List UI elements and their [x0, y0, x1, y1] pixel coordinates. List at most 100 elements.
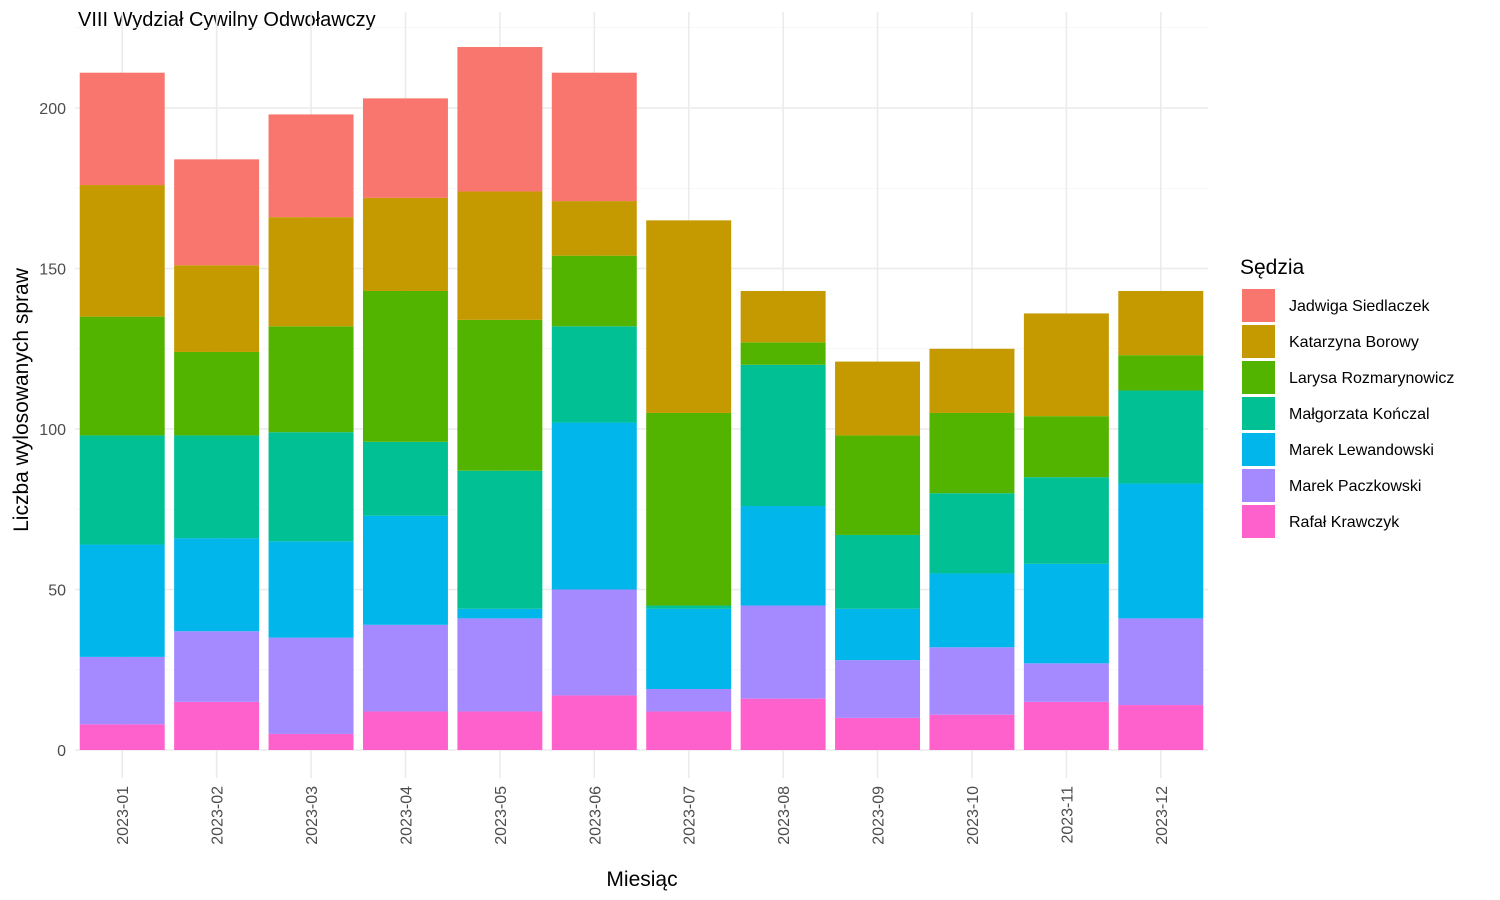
bar-segment	[551, 326, 637, 423]
bar-segment	[551, 589, 637, 696]
legend-swatch	[1242, 433, 1275, 466]
bar-segment	[362, 711, 448, 750]
bar-segment	[79, 656, 165, 725]
bar-segment	[1023, 313, 1109, 417]
bar-segment	[362, 197, 448, 291]
bar-segment	[362, 441, 448, 516]
bar-segment	[362, 290, 448, 442]
bar-segment	[740, 364, 826, 507]
bar-segment	[457, 47, 543, 192]
bar-segment	[1118, 705, 1204, 750]
bar-segment	[646, 605, 732, 609]
bar-segment	[457, 191, 543, 320]
x-tick-label: 2023-03	[304, 786, 321, 845]
bar-segment	[79, 316, 165, 436]
legend-label: Marek Paczkowski	[1289, 478, 1421, 495]
bar-segment	[174, 538, 260, 632]
bar-segment	[929, 493, 1015, 574]
bar-segment	[79, 72, 165, 186]
bar-segment	[1023, 477, 1109, 564]
legend-swatch	[1242, 469, 1275, 502]
bar-segment	[646, 412, 732, 606]
bar-segment	[174, 631, 260, 702]
legend: Jadwiga Siedlaczek Katarzyna Borowy Larysa…	[1242, 289, 1454, 538]
x-axis-ticks: 2023-01 2023-02 2023-03 2023-04 2023-05 2023-…	[115, 786, 1171, 845]
bar-segment	[929, 412, 1015, 494]
bar-segment	[835, 717, 921, 750]
bar-segment	[929, 714, 1015, 750]
bar-segment	[174, 435, 260, 539]
bar-segment	[1023, 416, 1109, 478]
legend-label: Jadwiga Siedlaczek	[1289, 298, 1431, 315]
bar-segment	[457, 470, 543, 609]
bar-segment	[79, 544, 165, 657]
x-tick-label: 2023-11	[1059, 786, 1076, 844]
y-axis-ticks: 0 50 100 150 200	[39, 101, 66, 760]
bar-segment	[740, 698, 826, 750]
bar-segment	[268, 637, 354, 734]
bar-segment	[79, 185, 165, 317]
bar-segment	[362, 624, 448, 712]
legend-swatch	[1242, 397, 1275, 430]
x-tick-label: 2023-07	[682, 786, 699, 845]
bar-segment	[646, 711, 732, 750]
bar-segment	[646, 608, 732, 690]
y-tick-label: 0	[57, 743, 66, 760]
x-tick-label: 2023-04	[398, 786, 415, 845]
bar-segment	[740, 342, 826, 365]
bar-segment	[551, 422, 637, 590]
bar-segment	[551, 201, 637, 256]
bar-segment	[174, 351, 260, 436]
bar-segment	[457, 711, 543, 750]
legend-title: Sędzia	[1240, 256, 1305, 279]
bar-segment	[174, 265, 260, 352]
legend-swatch	[1242, 505, 1275, 538]
legend-swatch	[1242, 361, 1275, 394]
legend-label: Marek Lewandowski	[1289, 442, 1434, 459]
bar-segment	[1023, 663, 1109, 702]
bar-segment	[268, 114, 354, 218]
x-tick-label: 2023-01	[115, 786, 132, 845]
x-tick-label: 2023-09	[871, 786, 888, 845]
bar-segment	[740, 506, 826, 606]
bar-segment	[835, 361, 921, 436]
bar-segment	[835, 435, 921, 535]
bar-segment	[1023, 563, 1109, 664]
legend-label: Małgorzata Kończal	[1289, 406, 1430, 423]
x-tick-label: 2023-05	[493, 786, 510, 845]
bar-segment	[268, 217, 354, 327]
x-tick-label: 2023-10	[965, 786, 982, 845]
bar-segment	[268, 541, 354, 638]
bar-segment	[268, 733, 354, 750]
bar-segment	[362, 98, 448, 198]
bars	[79, 47, 1204, 750]
bar-segment	[79, 724, 165, 750]
x-tick-label: 2023-06	[587, 786, 604, 845]
legend-swatch	[1242, 325, 1275, 358]
bar-segment	[362, 515, 448, 625]
x-axis-title: Miesiąc	[606, 868, 677, 891]
bar-segment	[551, 72, 637, 202]
legend-label: Larysa Rozmarynowicz	[1289, 370, 1454, 387]
y-tick-label: 100	[39, 422, 66, 439]
bar-segment	[1118, 390, 1204, 484]
bar-segment	[929, 348, 1015, 413]
bar-segment	[268, 326, 354, 433]
bar-segment	[174, 701, 260, 750]
chart-title: VIII Wydział Cywilny Odwoławczy	[78, 9, 376, 31]
bar-segment	[835, 660, 921, 718]
bar-segment	[457, 618, 543, 712]
bar-segment	[551, 695, 637, 750]
bar-segment	[1118, 618, 1204, 706]
bar-segment	[1118, 355, 1204, 391]
y-tick-label: 50	[48, 583, 66, 600]
bar-segment	[740, 290, 826, 343]
y-tick-label: 150	[39, 262, 66, 279]
legend-swatch	[1242, 289, 1275, 322]
bar-segment	[835, 608, 921, 661]
bar-segment	[1118, 483, 1204, 619]
bar-segment	[174, 159, 260, 266]
bar-segment	[457, 608, 543, 619]
y-tick-label: 200	[39, 101, 66, 118]
